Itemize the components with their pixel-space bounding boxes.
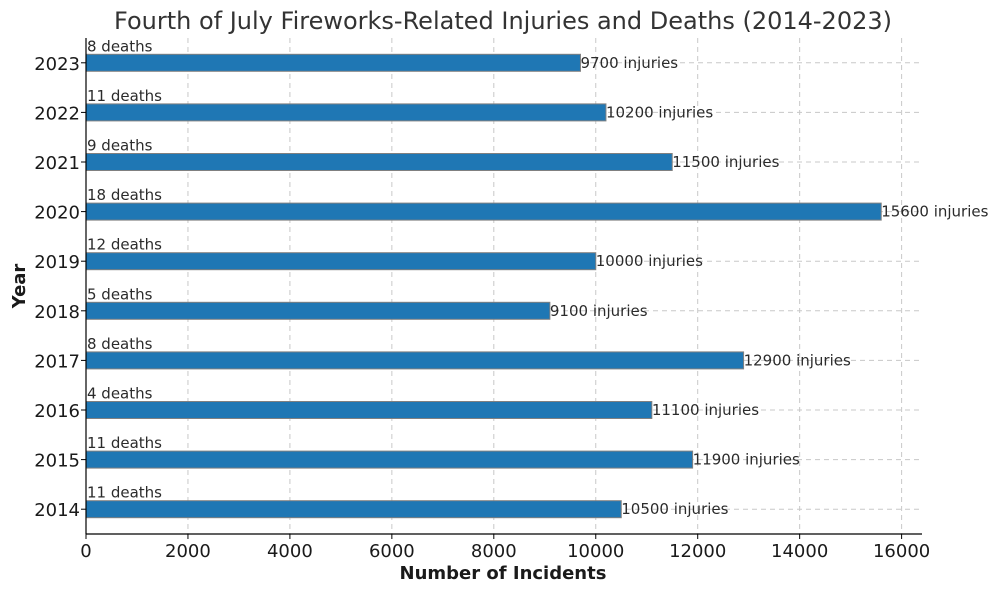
bar-2014 xyxy=(85,500,622,519)
injury-label: 10200 injuries xyxy=(606,103,713,121)
injury-label: 11100 injuries xyxy=(652,401,759,419)
bar-2016 xyxy=(85,401,653,419)
y-tick-label: 2023 xyxy=(34,54,80,75)
injury-label: 9100 injuries xyxy=(550,302,648,320)
injury-label: 11500 injuries xyxy=(672,153,779,171)
bar-2019 xyxy=(85,252,597,271)
y-tick-label: 2020 xyxy=(34,203,80,224)
y-tick-label: 2015 xyxy=(34,451,80,472)
bar-2017 xyxy=(85,351,745,370)
x-axis-label: Number of Incidents xyxy=(400,563,607,584)
x-tick-label: 6000 xyxy=(369,541,415,562)
injury-label: 12900 injuries xyxy=(744,351,851,369)
x-tick-label: 14000 xyxy=(771,541,828,562)
y-tick-label: 2017 xyxy=(34,351,80,372)
y-tick-label: 2021 xyxy=(34,153,80,174)
x-tick-label: 4000 xyxy=(267,541,313,562)
bar-2022 xyxy=(85,103,607,122)
injury-label: 11900 injuries xyxy=(693,451,800,469)
bar-2021 xyxy=(85,153,673,171)
death-label: 12 deaths xyxy=(87,236,162,254)
x-tick-label: 12000 xyxy=(669,541,726,562)
death-label: 5 deaths xyxy=(87,285,153,303)
injury-label: 15600 injuries xyxy=(881,203,988,221)
death-label: 18 deaths xyxy=(87,186,162,204)
x-tick-label: 0 xyxy=(80,541,91,562)
death-label: 11 deaths xyxy=(87,434,162,452)
y-tick-label: 2022 xyxy=(34,103,80,124)
y-tick-label: 2019 xyxy=(34,252,80,273)
death-label: 8 deaths xyxy=(87,335,153,353)
bar-layer xyxy=(85,53,882,519)
injury-label: 10000 injuries xyxy=(596,252,703,270)
bar-2015 xyxy=(85,450,694,469)
bar-2020 xyxy=(85,202,882,221)
x-tick-label: 10000 xyxy=(567,541,624,562)
injury-label: 10500 injuries xyxy=(621,500,728,518)
y-axis-label: Year xyxy=(9,264,30,310)
chart-title: Fourth of July Fireworks-Related Injurie… xyxy=(114,7,892,35)
death-label: 11 deaths xyxy=(87,484,162,502)
death-label: 4 deaths xyxy=(87,385,153,403)
y-tick-label: 2016 xyxy=(34,401,80,422)
injury-label: 9700 injuries xyxy=(580,54,678,72)
death-label: 11 deaths xyxy=(87,87,162,105)
axis-layer xyxy=(81,38,922,539)
label-layer: 0 2000 4000 6000 8000 10000 12000 14000 16000 201… xyxy=(34,37,988,562)
death-label: 9 deaths xyxy=(87,137,153,155)
bar-2018 xyxy=(85,301,551,320)
x-tick-label: 16000 xyxy=(873,541,930,562)
bar-2023 xyxy=(85,53,581,72)
death-label: 8 deaths xyxy=(87,37,153,55)
y-tick-label: 2018 xyxy=(34,302,80,323)
x-tick-label: 2000 xyxy=(165,541,211,562)
y-tick-label: 2014 xyxy=(34,500,80,521)
x-tick-label: 8000 xyxy=(471,541,517,562)
